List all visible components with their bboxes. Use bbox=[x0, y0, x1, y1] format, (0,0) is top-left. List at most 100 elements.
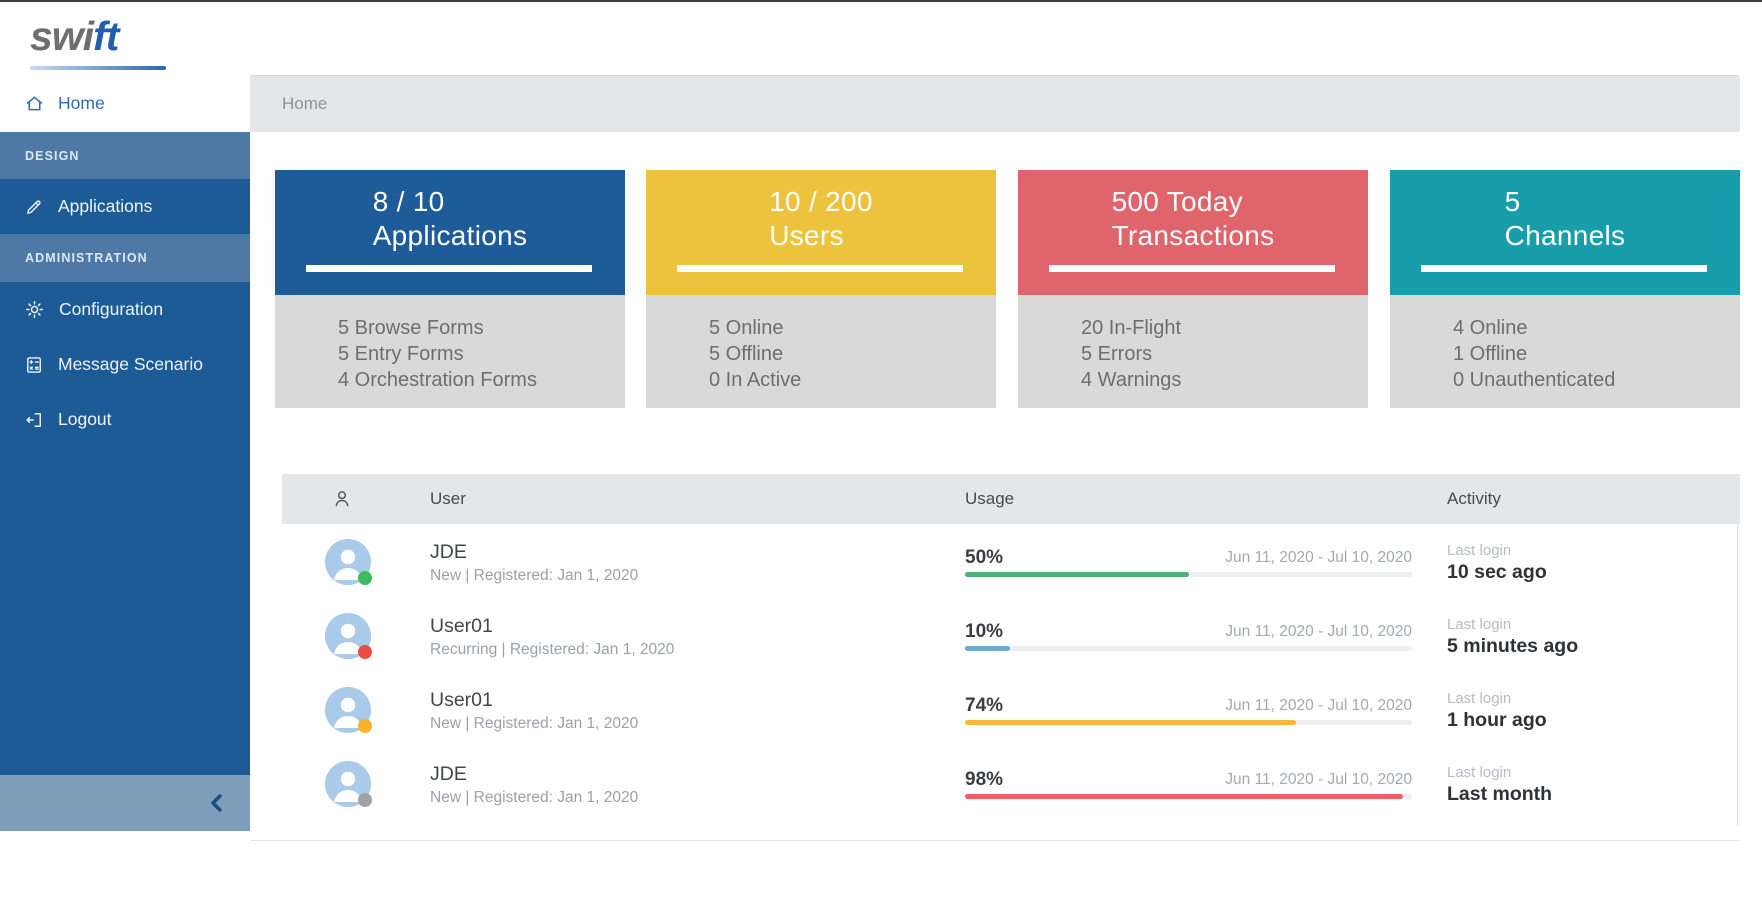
card-value: 5 bbox=[1504, 186, 1521, 217]
card-divider bbox=[1421, 265, 1707, 272]
user-meta: New | Registered: Jan 1, 2020 bbox=[430, 567, 639, 584]
last-login-label: Last login bbox=[1447, 616, 1512, 633]
card-stat: 0 Unauthenticated bbox=[1453, 369, 1616, 391]
card-stat: 5 Browse Forms bbox=[338, 317, 484, 339]
calculator-icon bbox=[24, 355, 44, 375]
card-value: 8 / 10 bbox=[372, 186, 445, 217]
swift-logo: swift bbox=[30, 12, 119, 60]
card-stat: 5 Entry Forms bbox=[338, 343, 464, 365]
table-row[interactable]: JDE New | Registered: Jan 1, 2020 98% Ju… bbox=[282, 752, 1740, 826]
sidebar-logout-label: Logout bbox=[58, 409, 112, 429]
app-header: swift bbox=[0, 0, 1762, 75]
progress-fill bbox=[965, 794, 1404, 799]
table-row[interactable]: User01 New | Registered: Jan 1, 2020 74%… bbox=[282, 678, 1740, 752]
status-dot bbox=[358, 719, 372, 733]
sidebar-item-configuration[interactable]: Configuration bbox=[0, 282, 250, 337]
card-stat: 4 Warnings bbox=[1081, 369, 1182, 391]
chevron-left-icon bbox=[210, 793, 224, 813]
logout-icon bbox=[24, 410, 44, 430]
last-login-value: Last month bbox=[1447, 783, 1553, 805]
date-range: Jun 11, 2020 - Jul 10, 2020 bbox=[1225, 697, 1412, 714]
avatar bbox=[325, 613, 372, 659]
status-dot bbox=[358, 571, 372, 585]
user-name: JDE bbox=[430, 541, 467, 563]
card-stat: 5 Online bbox=[709, 317, 784, 339]
status-dot bbox=[358, 645, 372, 659]
table-row[interactable]: JDE New | Registered: Jan 1, 2020 50% Ju… bbox=[282, 530, 1740, 604]
user-name: User01 bbox=[430, 689, 493, 711]
column-header-user[interactable]: User bbox=[430, 489, 466, 508]
date-range: Jun 11, 2020 - Jul 10, 2020 bbox=[1225, 549, 1412, 566]
sidebar-item-logout[interactable]: Logout bbox=[0, 392, 250, 447]
stat-card-header: 5 Channels bbox=[1390, 170, 1740, 295]
last-login-label: Last login bbox=[1447, 764, 1512, 781]
table-row[interactable]: User01 Recurring | Registered: Jan 1, 20… bbox=[282, 604, 1740, 678]
usage-percent: 74% bbox=[965, 695, 1004, 716]
sidebar-item-applications[interactable]: Applications bbox=[0, 179, 250, 234]
card-label: Users bbox=[769, 220, 844, 251]
breadcrumb-label: Home bbox=[282, 94, 328, 113]
last-login-value: 1 hour ago bbox=[1447, 709, 1547, 731]
sidebar-design-header: DESIGN bbox=[25, 148, 80, 163]
pencil-icon bbox=[24, 197, 44, 217]
stat-card-transactions[interactable]: 500 Today Transactions 20 In-Flight 5 Er… bbox=[1018, 170, 1368, 408]
card-divider bbox=[677, 265, 963, 272]
date-range: Jun 11, 2020 - Jul 10, 2020 bbox=[1225, 771, 1412, 788]
sidebar-section-design: DESIGN bbox=[0, 132, 250, 179]
user-icon bbox=[330, 487, 354, 516]
sidebar-applications-label: Applications bbox=[58, 196, 153, 216]
card-label: Applications bbox=[372, 220, 528, 251]
table-scroll-track[interactable] bbox=[1737, 524, 1738, 826]
sidebar-item-home[interactable]: Home bbox=[0, 75, 250, 132]
card-stat: 4 Orchestration Forms bbox=[338, 369, 537, 391]
card-divider bbox=[306, 265, 592, 272]
logo-underline bbox=[30, 66, 166, 70]
sidebar-admin-header: ADMINISTRATION bbox=[25, 251, 148, 265]
table-header: User Usage Activity bbox=[282, 474, 1740, 524]
card-stat: 5 Errors bbox=[1081, 343, 1153, 365]
card-stat: 0 In Active bbox=[709, 369, 802, 391]
last-login-value: 10 sec ago bbox=[1447, 561, 1547, 583]
sidebar-configuration-label: Configuration bbox=[59, 299, 164, 319]
sidebar-section-administration: ADMINISTRATION bbox=[0, 234, 250, 282]
user-name: User01 bbox=[430, 615, 493, 637]
card-stat: 1 Offline bbox=[1453, 343, 1528, 365]
progress-fill bbox=[965, 646, 1010, 651]
home-icon bbox=[24, 93, 45, 114]
user-name: JDE bbox=[430, 763, 467, 785]
user-meta: New | Registered: Jan 1, 2020 bbox=[430, 789, 639, 806]
stat-card-users[interactable]: 10 / 200 Users 5 Online 5 Offline 0 In A… bbox=[646, 170, 996, 408]
card-label: Channels bbox=[1504, 220, 1626, 251]
card-value: 10 / 200 bbox=[769, 186, 873, 217]
progress-fill bbox=[965, 572, 1189, 577]
progress-track bbox=[965, 720, 1412, 725]
last-login-label: Last login bbox=[1447, 542, 1512, 559]
usage-percent: 10% bbox=[965, 621, 1004, 642]
progress-track bbox=[965, 794, 1412, 799]
last-login-label: Last login bbox=[1447, 690, 1512, 707]
avatar bbox=[325, 687, 372, 733]
column-header-usage[interactable]: Usage bbox=[965, 489, 1015, 508]
status-dot bbox=[358, 793, 372, 807]
card-stat: 4 Online bbox=[1453, 317, 1528, 339]
progress-fill bbox=[965, 720, 1296, 725]
sidebar: Home DESIGN Applications ADMINISTRATION bbox=[0, 75, 250, 831]
sidebar-collapse-button[interactable] bbox=[0, 775, 250, 831]
last-login-value: 5 minutes ago bbox=[1447, 635, 1579, 657]
card-divider bbox=[1049, 265, 1335, 272]
card-stat: 5 Offline bbox=[709, 343, 784, 365]
usage-percent: 98% bbox=[965, 769, 1004, 790]
stat-card-header: 8 / 10 Applications bbox=[275, 170, 625, 295]
stat-card-channels[interactable]: 5 Channels 4 Online 1 Offline 0 Unauthen… bbox=[1390, 170, 1740, 408]
progress-track bbox=[965, 646, 1412, 651]
stat-card-header: 500 Today Transactions bbox=[1018, 170, 1368, 295]
date-range: Jun 11, 2020 - Jul 10, 2020 bbox=[1225, 623, 1412, 640]
card-stat: 20 In-Flight bbox=[1081, 317, 1182, 339]
sidebar-home-label: Home bbox=[58, 93, 105, 113]
stat-card-applications[interactable]: 8 / 10 Applications 5 Browse Forms 5 Ent… bbox=[275, 170, 625, 408]
column-header-activity[interactable]: Activity bbox=[1447, 489, 1501, 508]
sidebar-item-message-scenario[interactable]: Message Scenario bbox=[0, 337, 250, 392]
logo-text-gray: swi bbox=[30, 13, 94, 59]
breadcrumb: Home bbox=[250, 75, 1740, 132]
